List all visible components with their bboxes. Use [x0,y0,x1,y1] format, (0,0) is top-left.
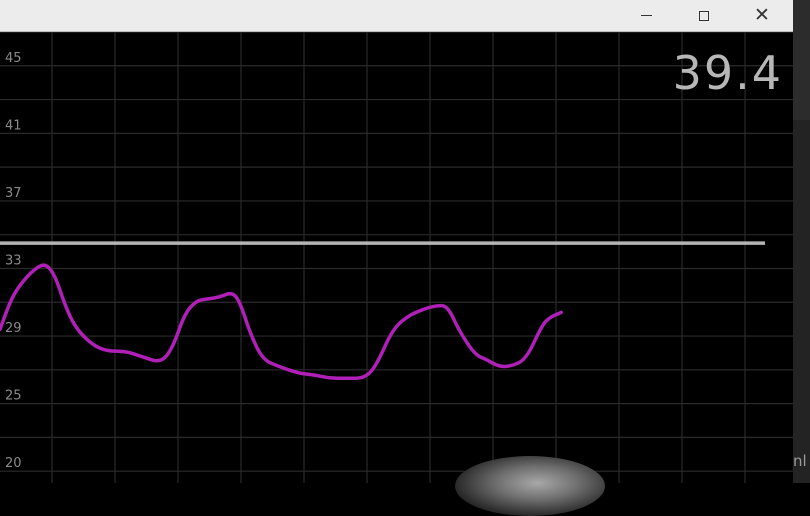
adjacent-window-edge [793,0,810,483]
y-tick-label: 37 [5,186,22,201]
close-button[interactable]: ✕ [733,0,791,31]
adjacent-window-text: nl [793,452,807,470]
y-tick-label: 41 [5,118,22,133]
minimize-icon [640,15,652,16]
maximize-icon [699,10,709,21]
y-tick-label: 20 [5,456,22,471]
close-icon: ✕ [754,4,770,26]
temperature-readout: 39.4 [672,46,783,100]
y-tick-label: 33 [5,253,22,268]
data-series-line [0,263,564,381]
webcam-overlay [455,456,605,516]
window-titlebar: ✕ [0,0,793,32]
line-chart: 45 41 37 33 29 25 20 [0,31,793,483]
plot-area: 45 41 37 33 29 25 20 [0,31,793,483]
y-tick-label: 25 [5,389,22,404]
minimize-button[interactable] [617,0,675,31]
y-tick-label: 29 [5,321,22,336]
maximize-button[interactable] [675,0,733,31]
y-tick-label: 45 [5,51,22,66]
